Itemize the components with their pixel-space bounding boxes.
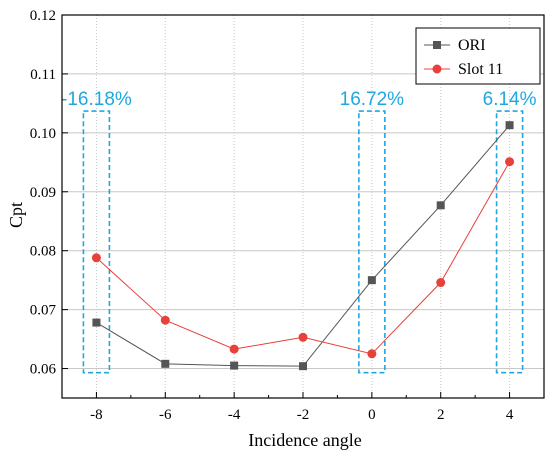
highlight-box xyxy=(495,110,524,374)
highlight-box xyxy=(82,110,111,374)
y-axis-title: Cpt xyxy=(6,202,26,228)
data-point xyxy=(92,318,101,327)
data-point xyxy=(299,362,307,371)
annotation-label: 16.72% xyxy=(340,89,405,110)
data-point xyxy=(230,361,239,370)
data-point xyxy=(161,359,170,368)
y-tick-label: 0.11 xyxy=(30,67,56,83)
annotation-label: -16.18% xyxy=(61,89,132,110)
data-point xyxy=(505,121,514,130)
y-tick-label: 0.12 xyxy=(30,8,56,24)
x-tick-label: -4 xyxy=(228,407,241,423)
y-tick-label: 0.09 xyxy=(30,185,56,201)
y-tick-label: 0.07 xyxy=(30,303,57,319)
data-point xyxy=(505,157,515,167)
data-point xyxy=(436,278,446,288)
x-tick-label: 2 xyxy=(437,407,445,423)
data-point xyxy=(298,332,308,342)
legend-marker xyxy=(433,41,441,49)
annotation-boxes: -16.18% 16.72% 6.14% xyxy=(61,89,537,374)
annotation-label: 6.14% xyxy=(483,89,537,110)
y-tick-label: 0.10 xyxy=(30,126,56,142)
x-tick-label: -6 xyxy=(159,407,172,423)
legend-label: Slot 11 xyxy=(458,61,503,78)
plot-frame xyxy=(61,14,545,399)
series-group xyxy=(91,121,515,371)
data-point xyxy=(436,201,445,210)
y-tick-label: 0.08 xyxy=(30,244,56,260)
data-point xyxy=(367,276,376,285)
axes: 0.06 0.07 0.08 0.09 0.10 0.11 0.12 -8 -6 -4 -2 0 2 4 xyxy=(30,8,545,423)
data-point xyxy=(91,253,101,263)
legend-box xyxy=(415,27,541,85)
x-tick-label: -2 xyxy=(297,407,310,423)
data-point xyxy=(367,349,377,359)
legend: ORI Slot 11 xyxy=(415,27,541,85)
highlight-box xyxy=(358,110,386,374)
x-tick-label: 4 xyxy=(506,407,514,423)
legend-marker xyxy=(432,64,442,74)
x-axis-title: Incidence angle xyxy=(248,430,361,450)
data-point xyxy=(160,315,170,325)
legend-label: ORI xyxy=(458,37,486,54)
x-tick-label: -8 xyxy=(90,407,103,423)
x-tick-label: 0 xyxy=(368,407,376,423)
data-point xyxy=(229,344,239,354)
y-tick-label: 0.06 xyxy=(30,362,57,378)
